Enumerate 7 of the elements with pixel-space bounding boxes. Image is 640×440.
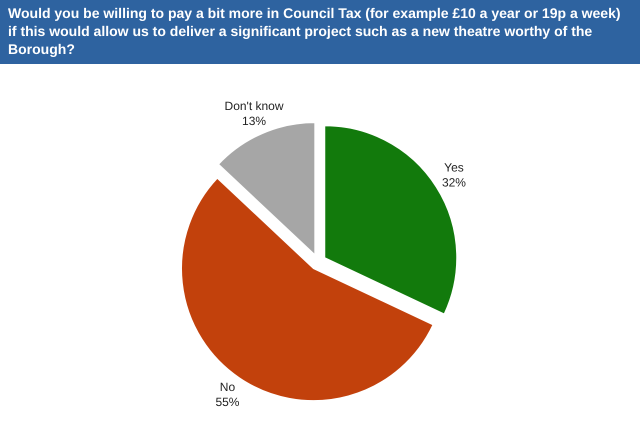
slice-label: Don't know <box>224 99 284 114</box>
chart-title: Would you be willing to pay a bit more in Council Tax (for example £10 a year or 19p a week) if this would allow us to deliver a significant project such as a new theatre worthy of the Borough? <box>8 5 621 57</box>
data-label: 32% <box>442 176 466 190</box>
slice-label: Yes <box>444 160 464 175</box>
slice-label: No <box>220 380 236 394</box>
data-label: 55% <box>215 395 240 410</box>
data-label: 13% <box>242 114 266 128</box>
